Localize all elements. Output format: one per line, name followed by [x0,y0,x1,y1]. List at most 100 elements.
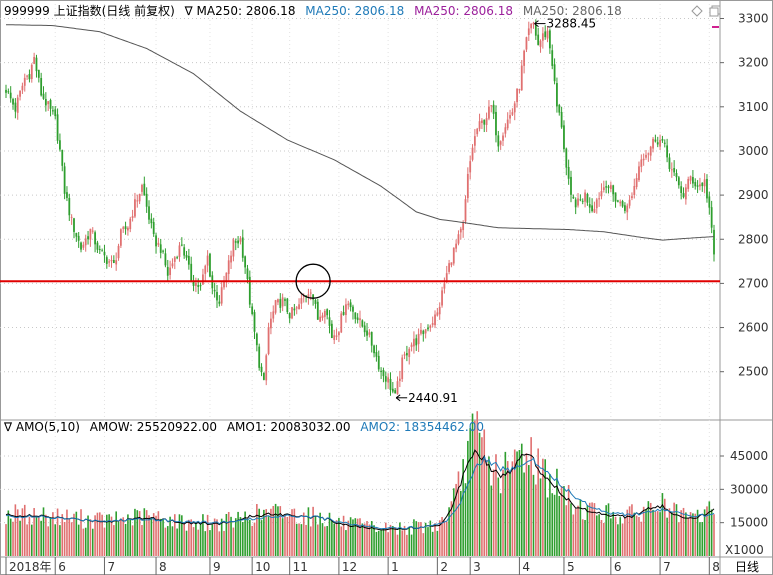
candle [129,216,132,233]
amo-bar [502,469,504,556]
candle [382,367,385,383]
amo-bar [181,515,183,556]
ma-item-1: MA250: 2806.18 [197,4,296,18]
price-tick-label: 3300 [738,12,769,26]
amo-bar [96,512,99,556]
candle [173,256,176,270]
amo-bar [293,508,296,556]
restore-window-icon[interactable] [709,5,721,17]
candle [56,108,59,144]
candle [373,344,375,358]
candle [548,28,551,54]
amo-bar [710,509,713,556]
candle [640,154,643,173]
amo-bar [169,516,171,556]
amo-bar [173,514,176,556]
candle [612,184,615,202]
candle [663,139,666,148]
time-axis-labels: 2018年 6 7 8 9 10 11 12 1 2 3 4 5 6 7 8 [5,557,720,575]
amo-bar [141,525,143,556]
amo-bar [460,490,462,556]
amo-bar [152,513,155,556]
candle [595,197,598,214]
amo-bar [462,459,464,556]
candle [159,238,162,259]
amo-bar [361,523,364,556]
candle [673,160,676,176]
amo-bar [347,520,350,556]
candle [391,382,394,394]
amo-bar [68,518,71,556]
amo-bar [52,512,54,556]
amo-bar [162,518,164,556]
amo-bar [656,511,659,556]
candle [532,21,535,29]
candle [605,180,608,194]
volume-tick-label: 45000 [730,449,768,463]
amo-bar [87,515,89,556]
candle [345,298,347,323]
candle [141,183,143,196]
amo-bar [5,524,7,556]
amo-bar [38,516,40,556]
candle [70,214,73,225]
candle [157,237,160,247]
candle [584,189,586,208]
volume-marker[interactable]: ∇ [3,420,13,434]
indicator-marker[interactable]: ∇ [184,4,194,18]
amo-bar [309,526,312,556]
amo-bar [668,508,671,556]
amo-bar [108,514,110,556]
candle [216,284,218,308]
amo-bar [270,508,272,556]
amo-bar [591,502,593,556]
candle [124,221,127,235]
amo-bar [249,519,251,556]
candle [150,213,153,229]
amo-bar [75,511,78,556]
amo-bar [553,494,556,556]
candle [537,27,540,46]
amo-bar [134,508,136,556]
candle [361,319,364,328]
candle [689,175,692,185]
candle [162,249,164,254]
candle [342,305,345,316]
candle [586,192,589,206]
candle [570,170,572,203]
amo-bar [183,523,185,556]
period-label[interactable]: 日线 [735,560,759,574]
amo-bar [483,429,486,556]
candle [89,228,92,247]
favorite-diamond-icon[interactable] [691,5,703,17]
amo-bar [148,515,150,556]
candle [682,187,685,199]
amo-bar [274,503,277,556]
amo-bar [272,506,275,556]
time-axis-label: 4 [522,560,530,574]
amo-bar [33,508,35,556]
candle [291,306,293,320]
candle [225,272,228,288]
candle [497,130,500,152]
amo-bar [551,493,554,556]
amo-bar [424,522,427,556]
candle [284,297,286,307]
candle [427,324,429,332]
amo-bar [645,509,647,556]
amo-bar [19,520,21,556]
candle [281,293,284,312]
candle [438,302,441,320]
candle [98,245,101,254]
candle [598,192,601,207]
candle [659,134,661,151]
amo-bar [122,517,125,556]
amo-bar [91,528,94,556]
candle [699,177,701,191]
candle [502,132,504,147]
amo-bar [511,461,514,556]
amo-bar [40,520,42,556]
candle [492,100,495,120]
candle [28,69,31,83]
